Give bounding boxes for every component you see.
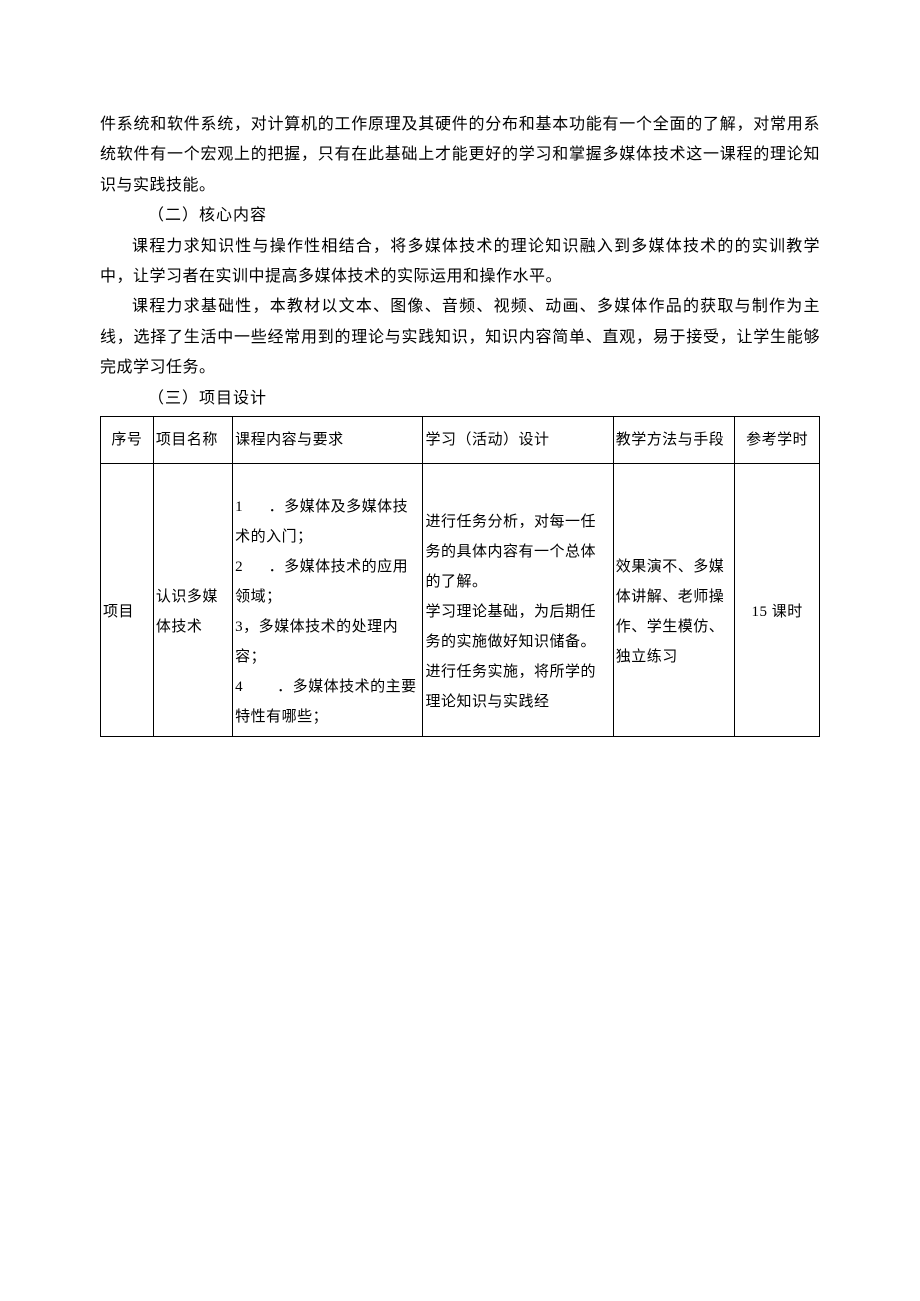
section-heading-3: （三）项目设计	[148, 384, 820, 414]
cell-seq: 项目	[101, 463, 154, 736]
intro-paragraph: 件系统和软件系统，对计算机的工作原理及其硬件的分布和基本功能有一个全面的了解，对…	[100, 110, 820, 201]
col-header-content: 课程内容与要求	[233, 416, 423, 463]
cell-content: 1 ．多媒体及多媒体技术的入门； 2 ．多媒体技术的应用领域； 3，多媒体技术的…	[233, 463, 423, 736]
core-content-p2: 课程力求基础性，本教材以文本、图像、音频、视频、动画、多媒体作品的获取与制作为主…	[100, 292, 820, 383]
cell-activity: 进行任务分析，对每一任务的具体内容有一个总体的了解。 学习理论基础，为后期任务的…	[423, 463, 613, 736]
col-header-activity: 学习（活动）设计	[423, 416, 613, 463]
col-header-hours: 参考学时	[735, 416, 820, 463]
project-design-table: 序号 项目名称 课程内容与要求 学习（活动）设计 教学方法与手段 参考学时 项目…	[100, 416, 820, 737]
table-row: 项目 认识多媒体技术 1 ．多媒体及多媒体技术的入门； 2 ．多媒体技术的应用领…	[101, 463, 820, 736]
section-heading-2: （二）核心内容	[148, 201, 820, 231]
cell-method: 效果演不、多媒体讲解、老师操作、学生模仿、独立练习	[613, 463, 735, 736]
table-header-row: 序号 项目名称 课程内容与要求 学习（活动）设计 教学方法与手段 参考学时	[101, 416, 820, 463]
col-header-method: 教学方法与手段	[613, 416, 735, 463]
col-header-seq: 序号	[101, 416, 154, 463]
core-content-p1: 课程力求知识性与操作性相结合，将多媒体技术的理论知识融入到多媒体技术的的实训教学…	[100, 232, 820, 293]
cell-name: 认识多媒体技术	[153, 463, 232, 736]
cell-hours: 15 课时	[735, 463, 820, 736]
col-header-name: 项目名称	[153, 416, 232, 463]
